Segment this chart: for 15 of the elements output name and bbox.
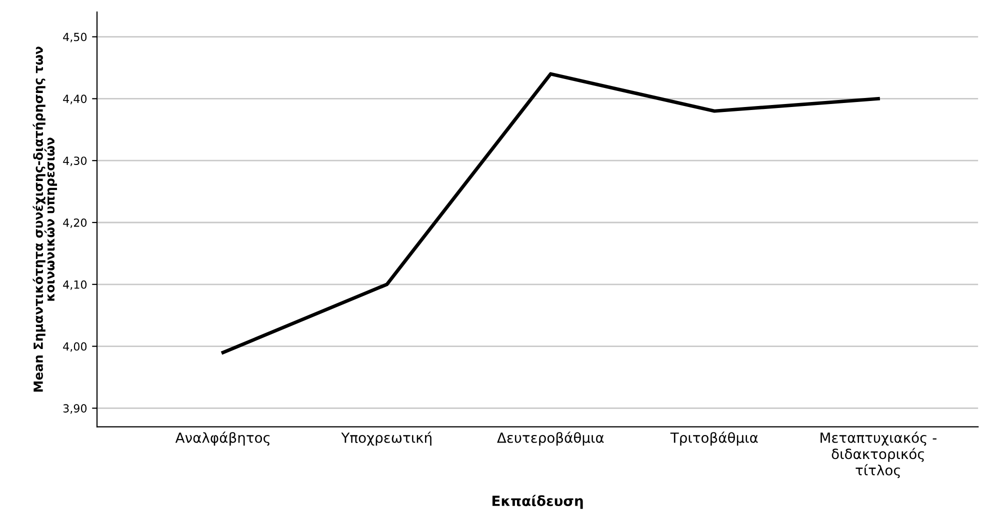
x-tick-label: Μεταπτυχιακός - διδακτορικός τίτλος: [820, 432, 936, 478]
x-tick-label: Υποχρεωτική: [341, 432, 432, 446]
y-axis-title: Mean Σημαντικότητα συνέχισης-διατήρησης των κοινωνικών υπηρεσιών: [32, 46, 57, 392]
y-tick-label: 4,30: [63, 156, 87, 166]
y-tick-label: 4,20: [63, 218, 87, 228]
y-tick-label: 3,90: [63, 404, 87, 414]
y-tick-label: 4,00: [63, 342, 87, 352]
x-tick-label: Τριτοβάθμια: [670, 432, 758, 446]
x-tick-label: Δευτεροβάθμια: [497, 432, 604, 446]
y-tick-label: 4,10: [63, 280, 87, 290]
y-tick-label: 4,40: [63, 94, 87, 104]
line-series: [221, 72, 880, 354]
y-tick-label: 4,50: [63, 32, 87, 42]
x-tick-label: Αναλφάβητος: [175, 432, 270, 446]
x-axis-title: Εκπαίδευση: [492, 494, 583, 509]
